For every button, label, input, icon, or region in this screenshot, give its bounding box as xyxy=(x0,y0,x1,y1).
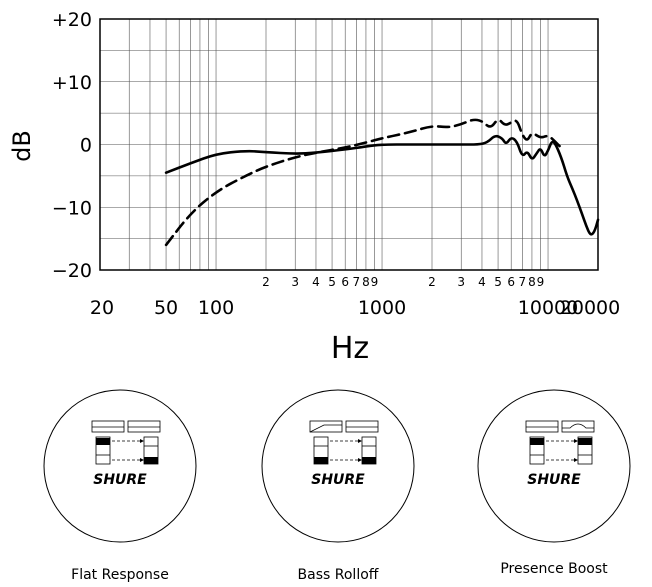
y-tick-label: −10 xyxy=(52,197,92,219)
x-major-tick-label: 100 xyxy=(198,297,234,319)
x-axis-label: Hz xyxy=(331,331,369,366)
x-minor-tick-label: 2 xyxy=(428,275,436,289)
mode-label-flat: Flat Response xyxy=(71,567,169,583)
x-major-tick-label: 50 xyxy=(154,297,178,319)
x-major-tick-label: 20 xyxy=(90,297,114,319)
mode-card-presence-boost: SHURE Presence Boost xyxy=(474,386,634,577)
eq-switch-graphic xyxy=(525,420,595,465)
shure-logo: SHURE xyxy=(93,472,147,488)
chart-grid xyxy=(100,19,598,270)
presence-bump-icon xyxy=(562,423,594,429)
eq-switch-graphic xyxy=(91,420,161,465)
mode-card-flat: SHURE Flat Response xyxy=(40,386,200,583)
y-axis-label: dB xyxy=(8,130,36,162)
x-major-tick-label: 10000 xyxy=(518,297,578,319)
series-layer xyxy=(164,118,600,247)
mode-label-bass-rolloff: Bass Rolloff xyxy=(297,567,379,583)
x-minor-tick-label: 7 xyxy=(352,275,360,289)
mode-label-presence-boost: Presence Boost xyxy=(500,561,608,577)
tick-labels: +20+100−10−20 2 3 4 5 6 7 8 9 2 3 4 5 6 7 8 920 50 100 1000… xyxy=(52,9,620,319)
x-minor-tick-label: 3 xyxy=(457,275,465,289)
y-tick-label: −20 xyxy=(52,260,92,282)
series-line-dashed xyxy=(164,118,563,247)
x-minor-tick-label: 8 xyxy=(528,275,536,289)
x-minor-tick-label: 4 xyxy=(312,275,320,289)
y-tick-label: 0 xyxy=(80,135,92,157)
mode-dial-presence-boost: SHURE xyxy=(477,389,631,543)
x-major-tick-label: 20000 xyxy=(560,297,620,319)
x-minor-tick-label: 9 xyxy=(371,275,379,289)
frequency-response-chart: +20+100−10−20 2 3 4 5 6 7 8 9 2 3 4 5 6 7 8 920 50 100 1000… xyxy=(8,9,620,366)
rolloff-icon xyxy=(309,424,342,433)
mode-dial-flat: SHURE xyxy=(43,389,197,543)
y-tick-label: +20 xyxy=(52,9,92,31)
x-minor-tick-label: 3 xyxy=(291,275,299,289)
x-minor-tick-label: 2 xyxy=(262,275,270,289)
shure-logo: SHURE xyxy=(527,472,581,488)
plot-frame xyxy=(99,18,599,271)
x-minor-tick-label: 4 xyxy=(478,275,486,289)
x-minor-tick-label: 6 xyxy=(507,275,515,289)
x-minor-tick-label: 7 xyxy=(518,275,526,289)
x-major-tick-label: 1000 xyxy=(358,297,406,319)
x-minor-tick-label: 5 xyxy=(494,275,502,289)
x-minor-tick-label: 9 xyxy=(537,275,545,289)
x-minor-tick-label: 8 xyxy=(362,275,370,289)
x-minor-tick-label: 6 xyxy=(341,275,349,289)
mode-card-bass-rolloff: SHURE Bass Rolloff xyxy=(258,386,418,583)
x-minor-tick-label: 5 xyxy=(328,275,336,289)
eq-switch-graphic xyxy=(309,420,379,465)
mode-dial-bass-rolloff: SHURE xyxy=(261,389,415,543)
shure-logo: SHURE xyxy=(311,472,365,488)
y-tick-label: +10 xyxy=(52,72,92,94)
